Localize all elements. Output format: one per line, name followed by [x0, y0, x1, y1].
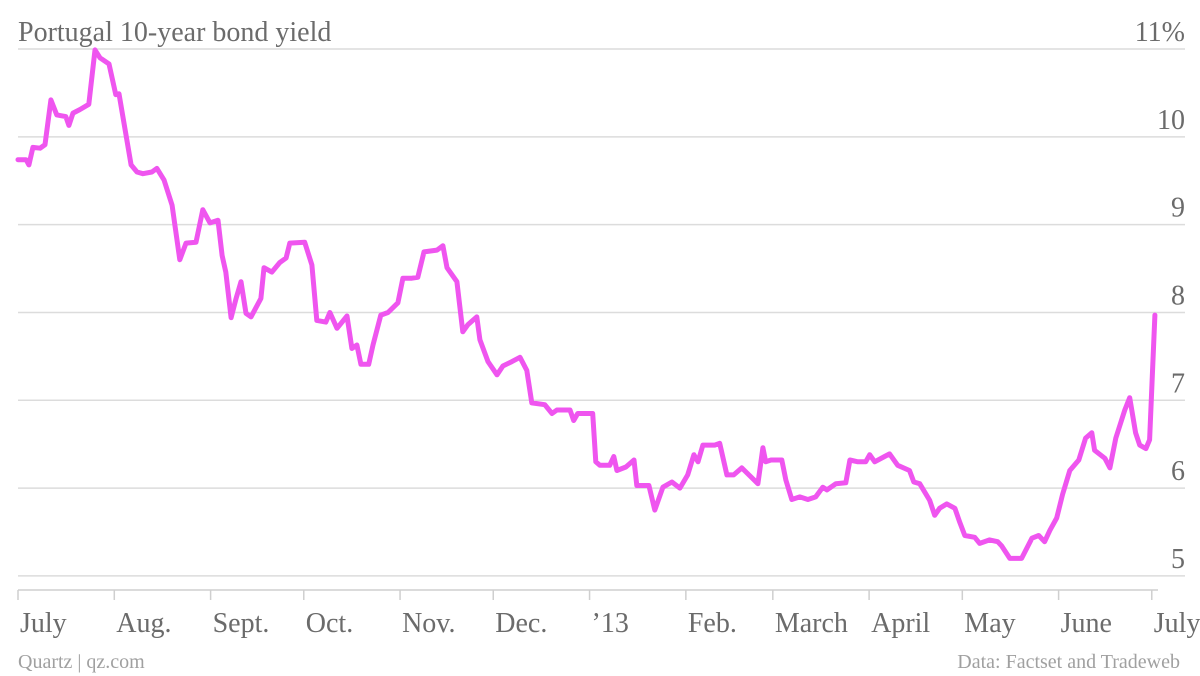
- x-tick-label: March: [775, 608, 848, 639]
- x-tick-label: May: [964, 608, 1015, 639]
- credit: Quartz | qz.com: [18, 651, 145, 673]
- x-tick-label: Feb.: [688, 608, 737, 639]
- x-tick-label: ’13: [592, 608, 629, 639]
- x-tick-label: June: [1061, 608, 1112, 639]
- y-tick-label: 7: [1171, 368, 1185, 399]
- x-tick-label: July: [20, 608, 67, 639]
- x-tick-label: Aug.: [116, 608, 171, 639]
- y-tick-label: 6: [1171, 456, 1185, 487]
- y-tick-label: 5: [1171, 544, 1185, 575]
- y-tick-label: 8: [1171, 280, 1185, 311]
- y-tick-label: 9: [1171, 193, 1185, 224]
- yield-line: [15, 47, 1158, 561]
- y-tick-label: 10: [1157, 105, 1185, 136]
- y-tick-label: 11%: [1135, 17, 1185, 48]
- source: Data: Factset and Tradeweb: [957, 651, 1180, 673]
- x-tick-label: Nov.: [402, 608, 455, 639]
- x-tick-label: April: [871, 608, 930, 639]
- x-tick-label: Dec.: [495, 608, 547, 639]
- chart-title: Portugal 10-year bond yield: [18, 17, 331, 48]
- x-tick-label: July: [1154, 608, 1200, 639]
- x-tick-label: Oct.: [306, 608, 353, 639]
- x-tick-label: Sept.: [213, 608, 270, 639]
